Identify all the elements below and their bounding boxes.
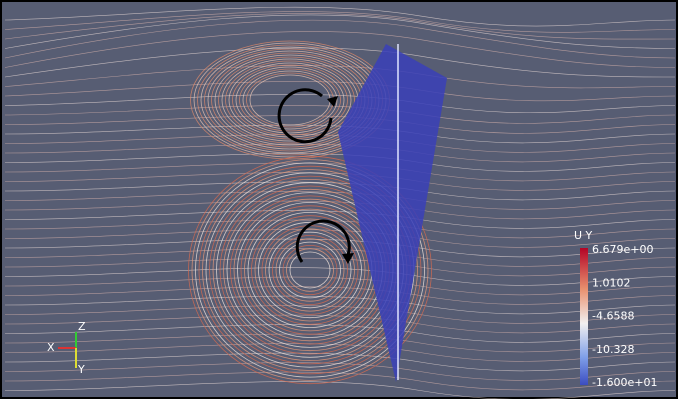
colorbar-label: 1.0102 (592, 276, 631, 289)
z-label: Z (78, 320, 86, 333)
colorbar-label: 6.679e+00 (592, 243, 653, 256)
viewport: U Y 6.679e+00 1.0102 -4.6588 -10.328 -1.600e… (0, 0, 678, 399)
x-label: X (47, 341, 55, 354)
y-label: Y (77, 363, 85, 376)
colorbar-title: U Y (574, 229, 593, 242)
colorbar-label: -1.600e+01 (592, 376, 657, 389)
colorbar-label: -10.328 (592, 343, 634, 356)
colorbar (580, 248, 588, 385)
colorbar-label: -4.6588 (592, 310, 634, 323)
